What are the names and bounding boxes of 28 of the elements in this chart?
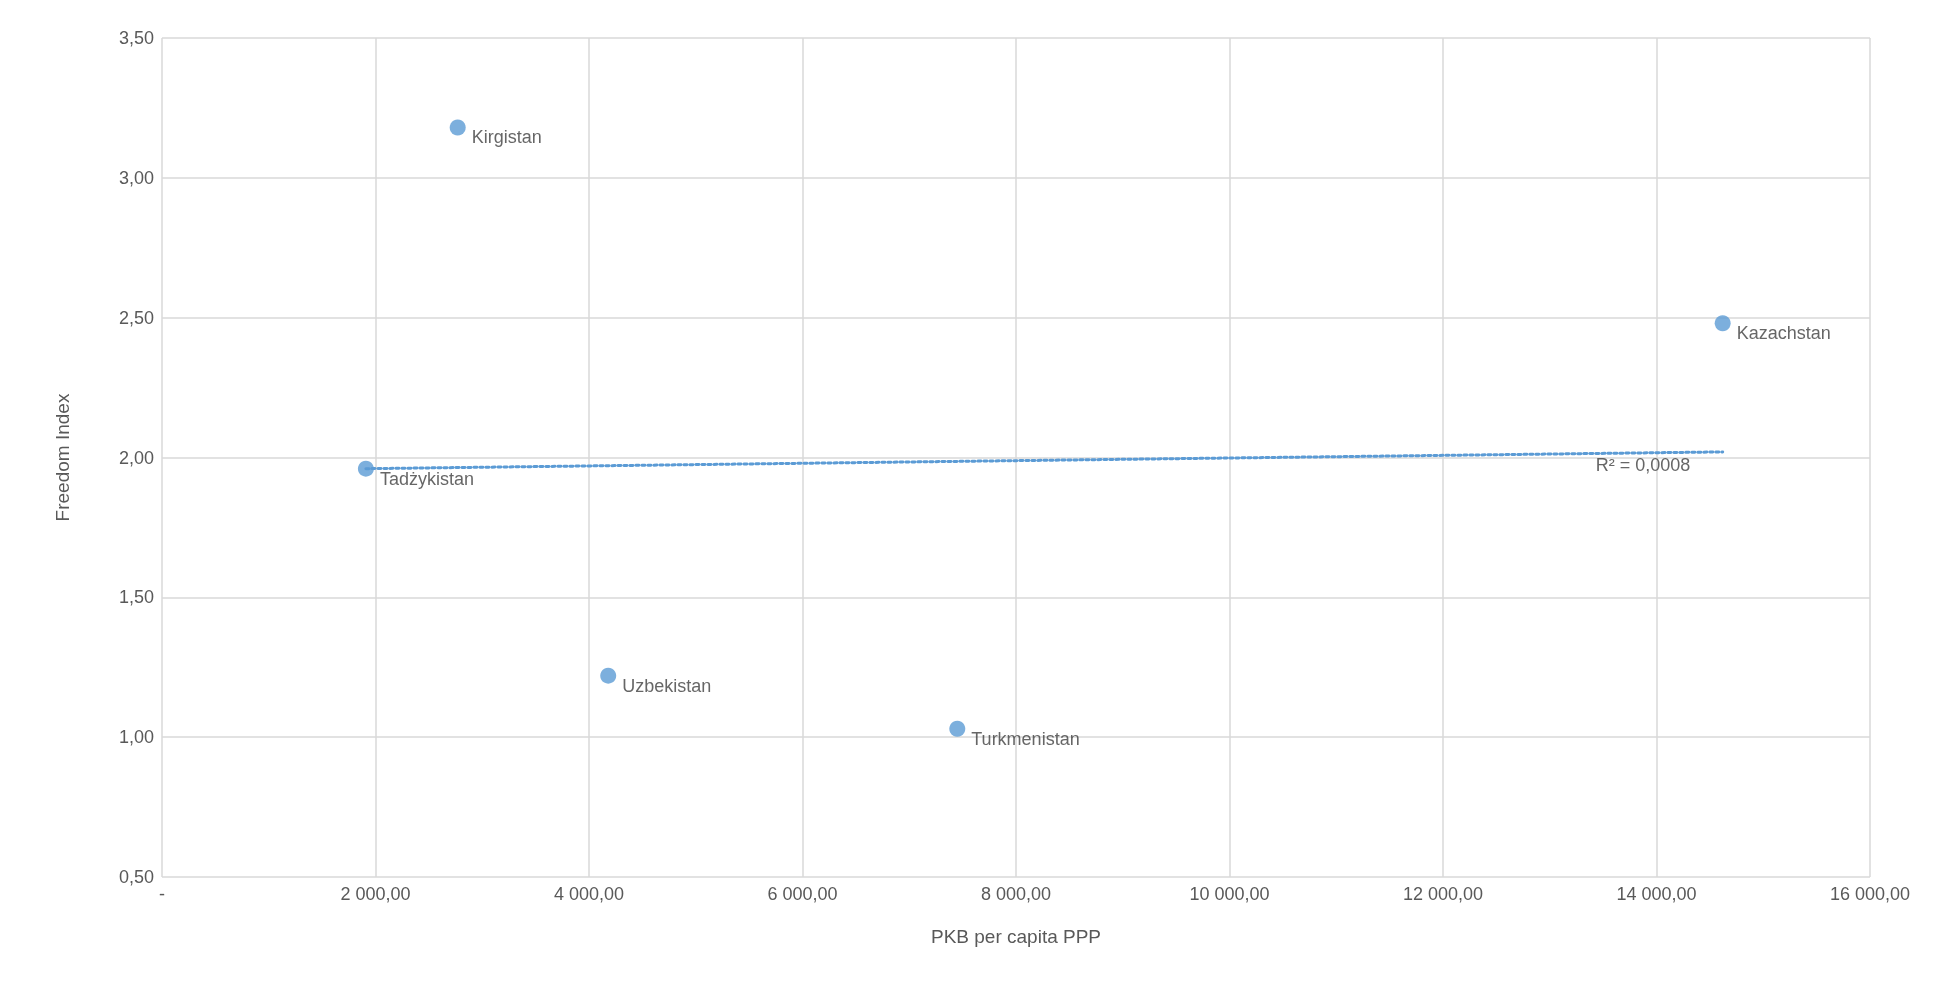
- y-tick-label: 1,50: [118, 587, 154, 608]
- point: [1714, 315, 1731, 332]
- y-tick-label: 3,00: [118, 167, 154, 188]
- x-tick-label: 16 000,00: [1829, 884, 1911, 904]
- y-tick-label: 3,50: [118, 28, 154, 48]
- y-tick-label: 1,00: [118, 727, 154, 748]
- x-axis-title: PKB per capita PPP: [930, 926, 1102, 947]
- x-tick-label: 12 000,00: [1402, 884, 1484, 904]
- annotation: Turkmenistan: [971, 728, 1080, 749]
- annotation: R² = 0,0008: [1595, 454, 1691, 475]
- x-tick-label: 14 000,00: [1616, 884, 1697, 904]
- x-tick-label: -: [159, 884, 165, 904]
- point: [949, 720, 966, 737]
- y-tick-label: 2,00: [118, 447, 154, 468]
- y-tick-label: 0,50: [118, 867, 154, 887]
- y-axis-title: Freedom Index: [52, 393, 73, 522]
- x-tick-label: 10 000,00: [1189, 884, 1270, 904]
- y-tick-label: 2,50: [118, 307, 154, 328]
- annotation: Uzbekistan: [622, 675, 712, 696]
- annotation: Kirgistan: [471, 127, 542, 148]
- x-tick-label: 2 000,00: [340, 884, 411, 904]
- point: [449, 119, 466, 136]
- x-tick-label: 4 000,00: [553, 884, 625, 904]
- point: [600, 667, 617, 684]
- annotation: Tadżykistan: [379, 468, 474, 489]
- annotation: Kazachstan: [1736, 323, 1831, 344]
- x-tick-label: 6 000,00: [767, 884, 838, 904]
- x-tick-label: 8 000,00: [980, 884, 1052, 904]
